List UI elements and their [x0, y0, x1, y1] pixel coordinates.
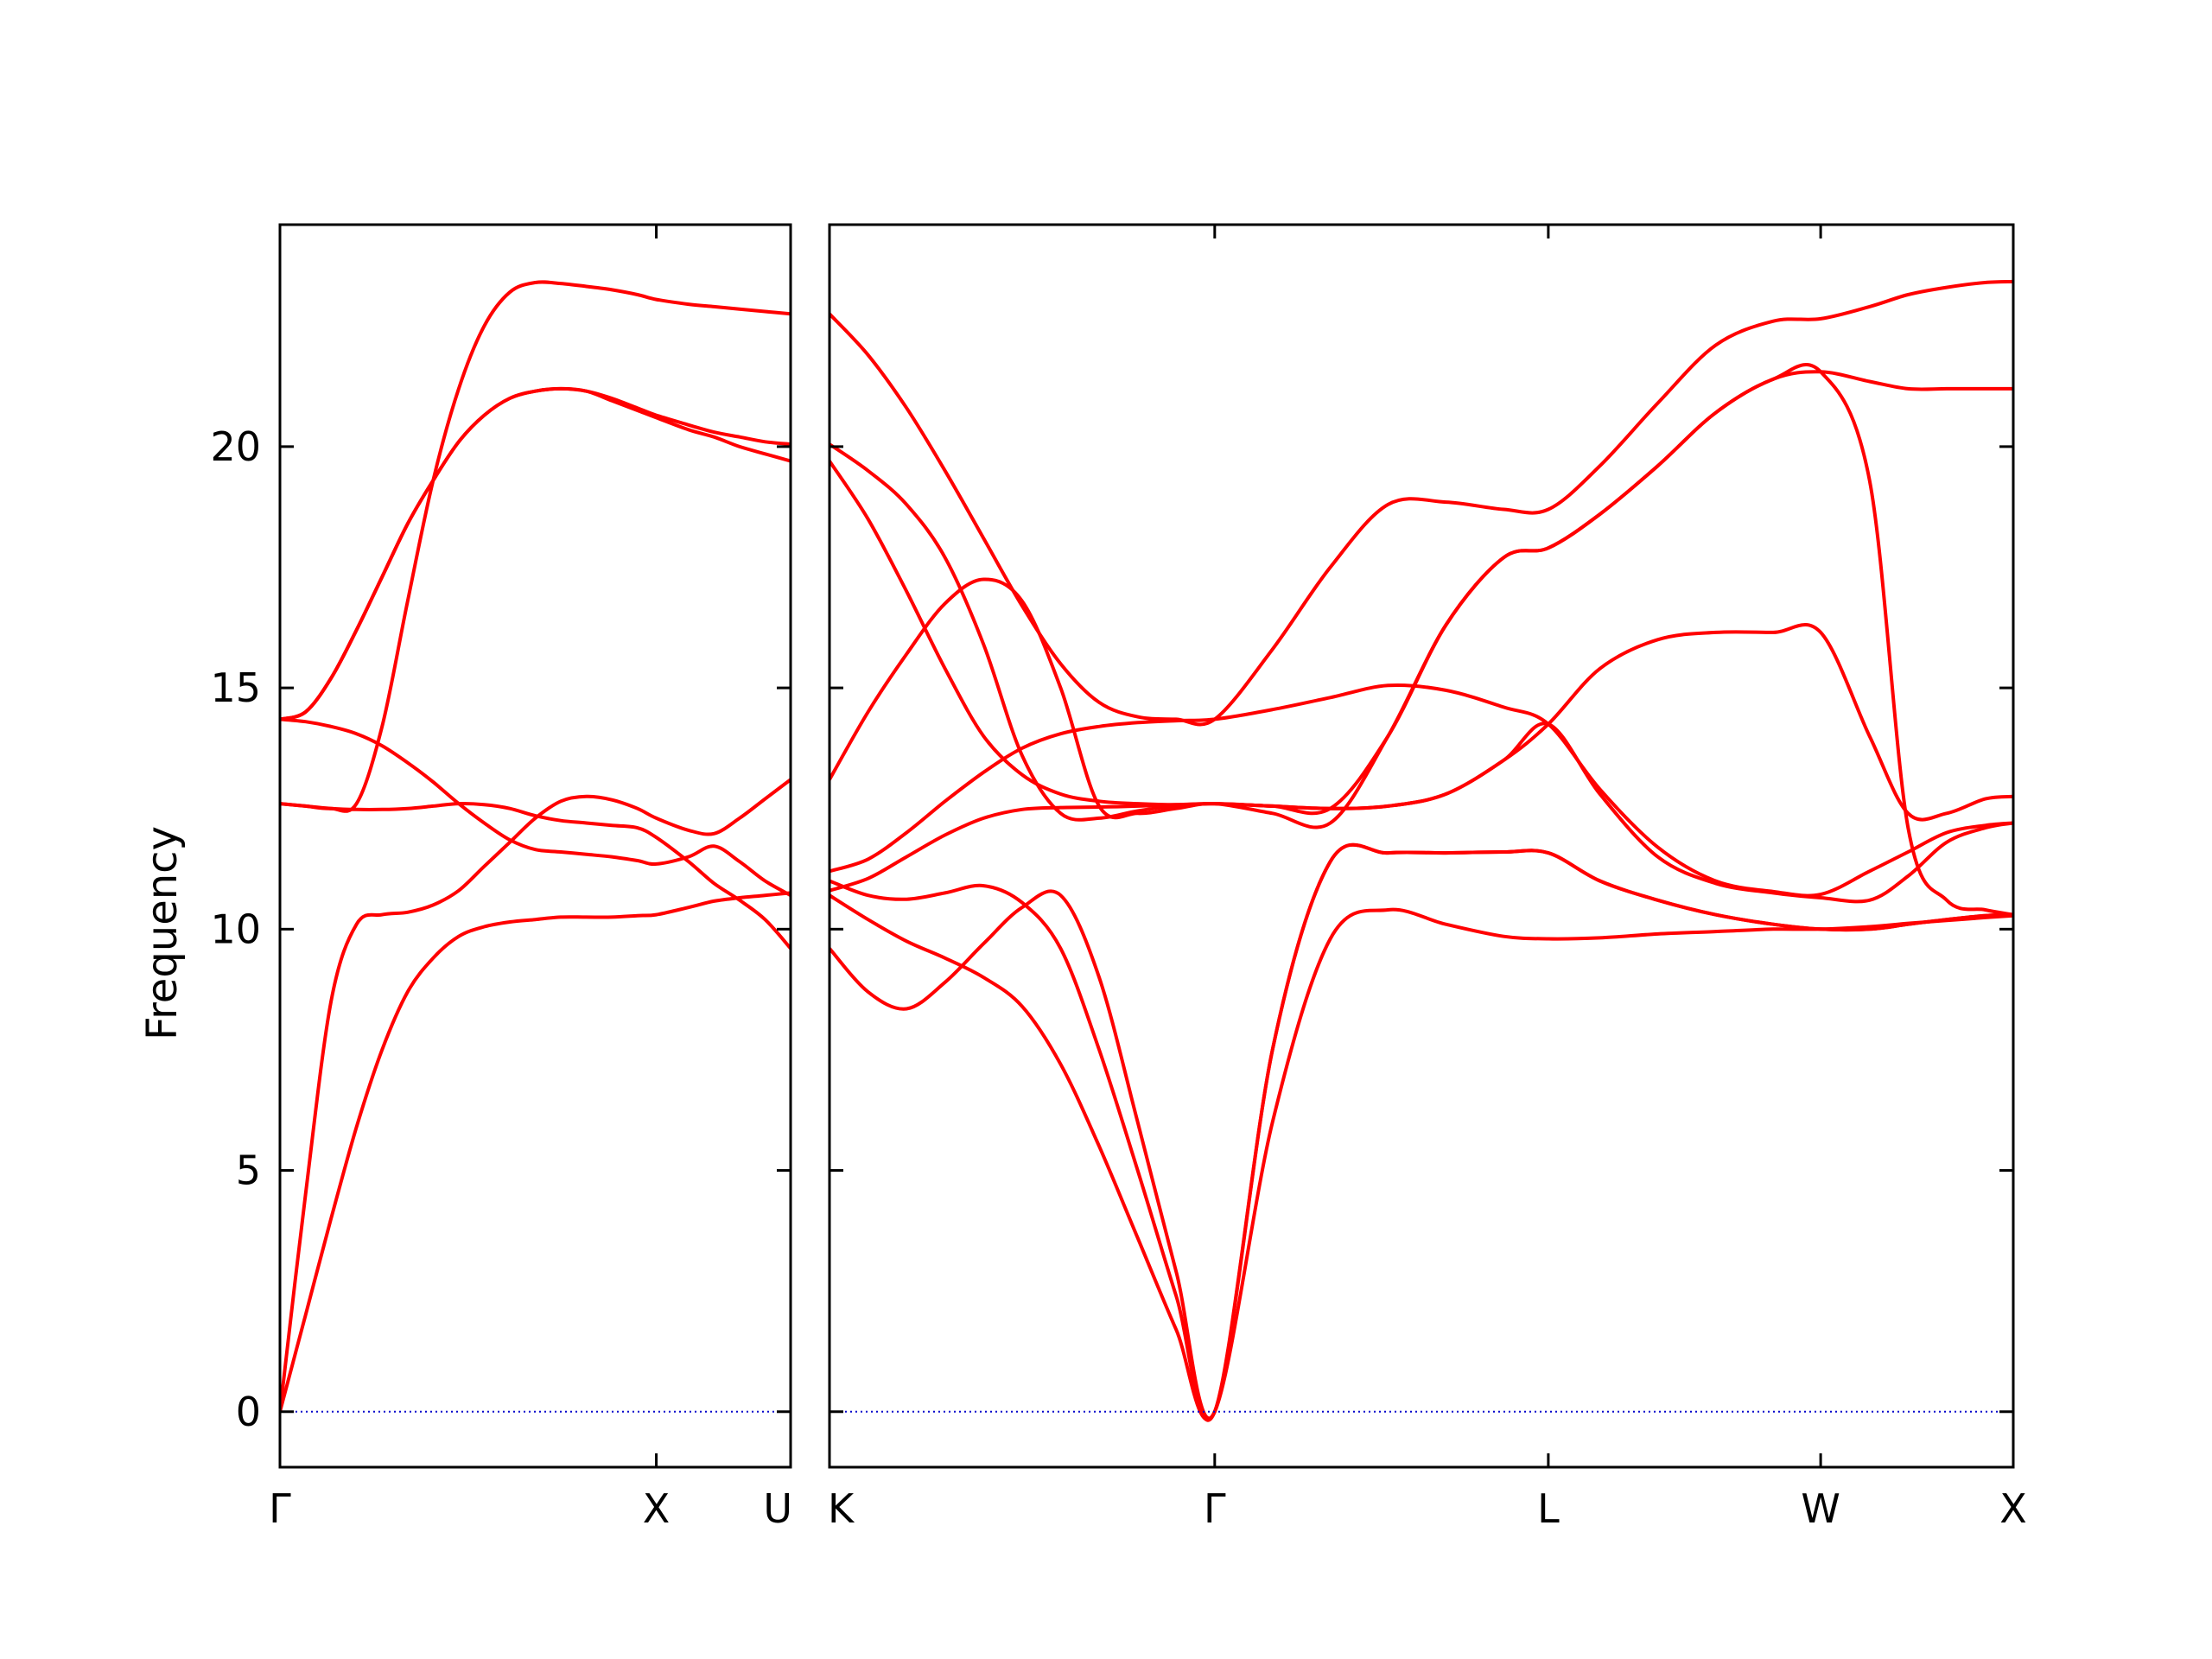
x-tick-label-p2-5: X	[1999, 1485, 2027, 1532]
band-line-p2-7	[830, 442, 2013, 822]
y-tick-label-15: 15	[210, 664, 261, 711]
band-line-p1-1	[280, 891, 791, 1413]
panel-frames-layer	[278, 223, 2015, 1469]
panel-frame-1	[278, 223, 792, 1469]
band-line-p1-3	[280, 802, 791, 950]
x-tick-label-p2-2: Γ	[1204, 1485, 1226, 1532]
tick-labels-layer: Γ X U K Γ L W X 0 5 10 15 20	[210, 423, 2026, 1532]
band-line-p2-8	[830, 363, 2013, 917]
x-tick-label-p2-1: K	[828, 1485, 855, 1532]
band-line-p2-1	[830, 893, 2013, 1421]
x-tick-label-p1-2: X	[643, 1485, 671, 1532]
y-axis-label: Frequency	[138, 826, 187, 1040]
x-tick-label-p1-1: Γ	[269, 1485, 291, 1532]
y-tick-label-10: 10	[210, 906, 261, 952]
band-line-p1-2	[280, 778, 791, 1413]
x-tick-label-p2-3: L	[1537, 1485, 1560, 1532]
x-tick-label-p1-3: U	[763, 1485, 792, 1532]
band-line-p1-4	[280, 717, 791, 897]
band-line-p1-5	[280, 280, 791, 813]
band-lines-layer	[280, 279, 2013, 1422]
band-line-p1-7	[280, 386, 791, 721]
panel-frame-2	[828, 223, 2015, 1469]
y-tick-label-5: 5	[236, 1147, 261, 1194]
y-tick-label-20: 20	[210, 423, 261, 470]
tick-marks-layer	[278, 225, 2015, 1467]
band-line-p2-6	[830, 370, 2013, 830]
band-line-p2-9	[830, 279, 2013, 727]
band-line-p2-3	[830, 842, 2013, 1421]
band-line-p2-4	[830, 721, 2013, 904]
x-tick-label-p2-4: W	[1801, 1485, 1840, 1532]
y-tick-label-0: 0	[236, 1389, 261, 1435]
